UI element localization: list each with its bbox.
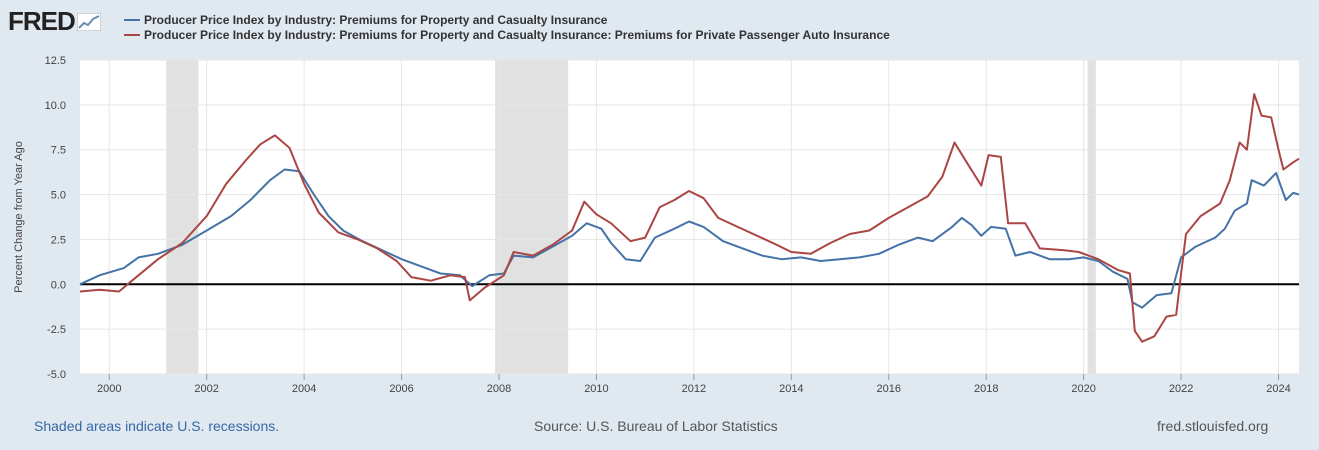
x-tick-label: 2000	[97, 383, 121, 395]
x-tick-label: 2006	[389, 383, 413, 395]
x-tick-label: 2010	[584, 383, 608, 395]
legend-label-pc-insurance: Producer Price Index by Industry: Premiu…	[144, 12, 608, 27]
legend-swatch-blue	[124, 18, 140, 21]
series-line-pc-insurance	[79, 168, 1300, 309]
recession-band-3	[1087, 60, 1096, 374]
legend-item-pc-insurance[interactable]: Producer Price Index by Industry: Premiu…	[124, 12, 890, 27]
series-line-auto-insurance	[79, 93, 1300, 343]
y-tick-label: 10.0	[45, 100, 66, 112]
footer-source: Source: U.S. Bureau of Labor Statistics	[534, 418, 778, 434]
footer-site-link[interactable]: fred.stlouisfed.org	[1157, 418, 1269, 434]
recession-band-2	[495, 60, 569, 374]
legend-swatch-red	[124, 33, 140, 36]
x-tick-label: 2020	[1071, 383, 1095, 395]
y-tick-label: 12.5	[45, 55, 66, 67]
x-tick-label: 2004	[292, 383, 316, 395]
y-tick-label: 7.5	[51, 145, 66, 157]
y-tick-label: 2.5	[51, 234, 66, 246]
legend-label-auto-insurance: Producer Price Index by Industry: Premiu…	[144, 27, 890, 42]
chart-legend: Producer Price Index by Industry: Premiu…	[124, 12, 890, 42]
y-tick-label: -5.0	[47, 369, 66, 381]
plot-area	[80, 60, 1299, 374]
legend-item-auto-insurance[interactable]: Producer Price Index by Industry: Premiu…	[124, 27, 890, 42]
y-tick-label: 0.0	[51, 279, 66, 291]
x-tick-label: 2018	[974, 383, 998, 395]
recession-band-1	[166, 60, 199, 374]
x-tick-label: 2016	[877, 383, 901, 395]
footer-recession-note[interactable]: Shaded areas indicate U.S. recessions.	[34, 418, 280, 434]
y-axis-label: Percent Change from Year Ago	[13, 141, 25, 293]
x-tick-label: 2012	[682, 383, 706, 395]
x-tick-label: 2008	[487, 383, 511, 395]
y-tick-label: -2.5	[47, 324, 66, 336]
x-tick-label: 2014	[779, 383, 803, 395]
x-tick-label: 2024	[1266, 383, 1290, 395]
x-tick-label: 2022	[1169, 383, 1193, 395]
y-tick-label: 5.0	[51, 190, 66, 202]
x-tick-label: 2002	[194, 383, 218, 395]
